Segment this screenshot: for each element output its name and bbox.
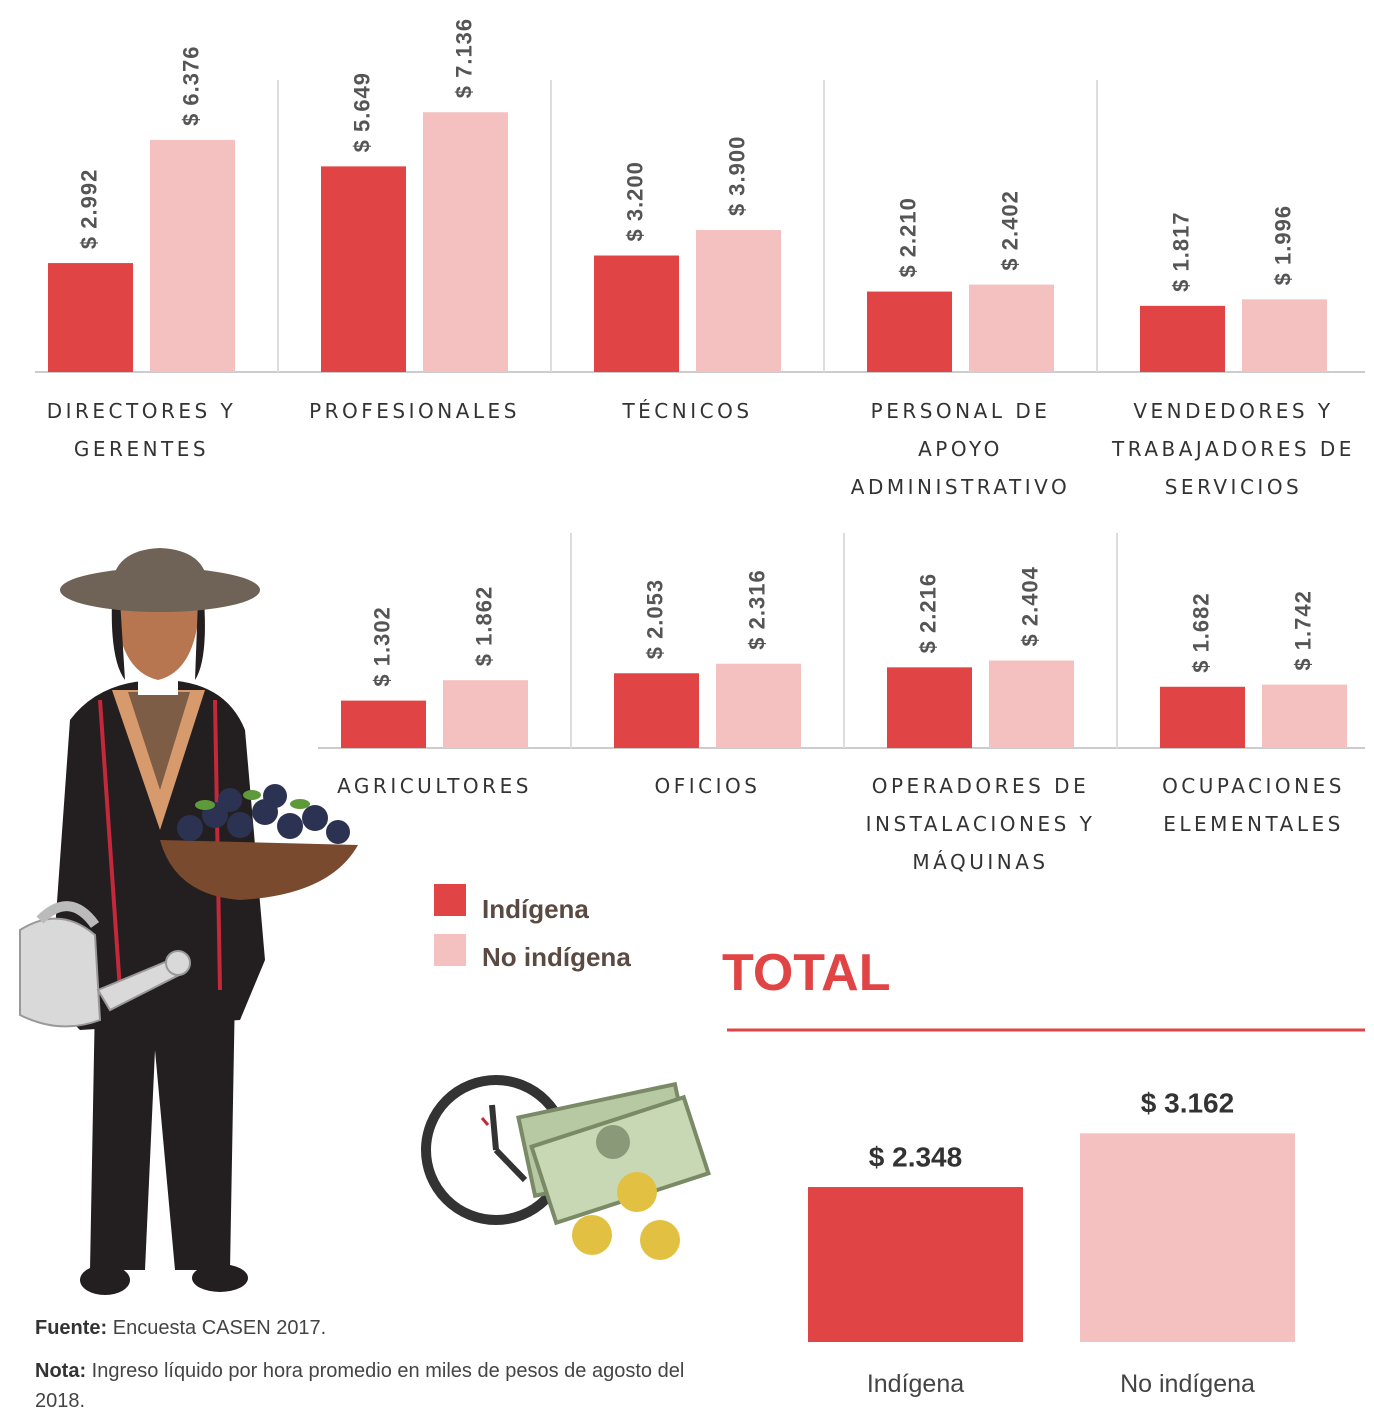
value-label: $ 5.649 <box>349 72 374 152</box>
bar <box>443 680 528 748</box>
bar <box>969 284 1054 372</box>
legend-label: Indígena <box>482 894 589 924</box>
bar <box>1262 684 1347 748</box>
bar <box>989 660 1074 748</box>
legend-label: No indígena <box>482 942 631 972</box>
value-label: $ 2.210 <box>895 197 920 277</box>
value-label: $ 3.900 <box>724 136 749 216</box>
bar <box>1140 305 1225 372</box>
legend-swatch <box>434 884 466 916</box>
value-label: $ 7.136 <box>451 18 476 98</box>
category-label: PROFESIONALES <box>309 399 520 423</box>
total-bar <box>1080 1133 1295 1342</box>
bar <box>48 263 133 372</box>
note: Nota: Ingreso líquido por hora promedio … <box>35 1356 695 1416</box>
category-label: No indígena <box>1120 1370 1255 1398</box>
value-label: $ 2.992 <box>76 169 101 249</box>
bar <box>614 673 699 748</box>
source: Fuente: Encuesta CASEN 2017. <box>35 1313 695 1343</box>
total-title: TOTAL <box>722 944 891 1002</box>
bar <box>867 291 952 372</box>
legend-swatch <box>434 934 466 966</box>
source-label: Fuente: <box>35 1317 108 1339</box>
bar <box>696 230 781 372</box>
bar <box>321 166 406 372</box>
category-label: AGRICULTORES <box>337 774 532 798</box>
value-label: $ 1.682 <box>1188 592 1213 672</box>
bar <box>1160 686 1245 748</box>
value-label: $ 3.162 <box>1141 1088 1234 1119</box>
value-label: $ 1.862 <box>471 586 496 666</box>
category-label: OCUPACIONES ELEMENTALES <box>1162 774 1345 836</box>
value-label: $ 2.404 <box>1017 566 1042 646</box>
value-label: $ 1.742 <box>1290 590 1315 670</box>
bar <box>423 112 508 372</box>
value-label: $ 2.316 <box>744 569 769 649</box>
category-label: PERSONAL DE APOYO ADMINISTRATIVO <box>850 399 1071 499</box>
value-label: $ 3.200 <box>622 161 647 241</box>
value-label: $ 1.996 <box>1270 205 1295 285</box>
note-text: Ingreso líquido por hora promedio en mil… <box>35 1360 685 1412</box>
value-label: $ 6.376 <box>178 46 203 126</box>
category-label: Indígena <box>867 1370 964 1398</box>
category-label: VENDEDORES Y TRABAJADORES DE SERVICIOS <box>1112 399 1355 499</box>
woman-illustration <box>19 548 358 1295</box>
clock-money-illustration <box>421 1075 711 1260</box>
value-label: $ 2.402 <box>997 190 1022 270</box>
bar <box>716 663 801 748</box>
bar <box>150 139 235 372</box>
value-label: $ 2.348 <box>869 1141 962 1172</box>
category-label: TÉCNICOS <box>622 399 753 423</box>
bar <box>1242 299 1327 372</box>
value-label: $ 2.053 <box>642 579 667 659</box>
total-bar <box>808 1187 1023 1342</box>
value-label: $ 1.817 <box>1168 211 1193 291</box>
category-label: OPERADORES DE INSTALACIONES Y MÁQUINAS <box>865 774 1096 874</box>
category-label: OFICIOS <box>654 774 761 798</box>
bar <box>887 667 972 748</box>
note-label: Nota: <box>35 1360 87 1382</box>
bar <box>594 255 679 372</box>
value-label: $ 1.302 <box>369 606 394 686</box>
source-text: Encuesta CASEN 2017. <box>112 1317 327 1339</box>
value-label: $ 2.216 <box>915 573 940 653</box>
category-label: DIRECTORES Y GERENTES <box>46 399 237 461</box>
bar <box>341 700 426 748</box>
